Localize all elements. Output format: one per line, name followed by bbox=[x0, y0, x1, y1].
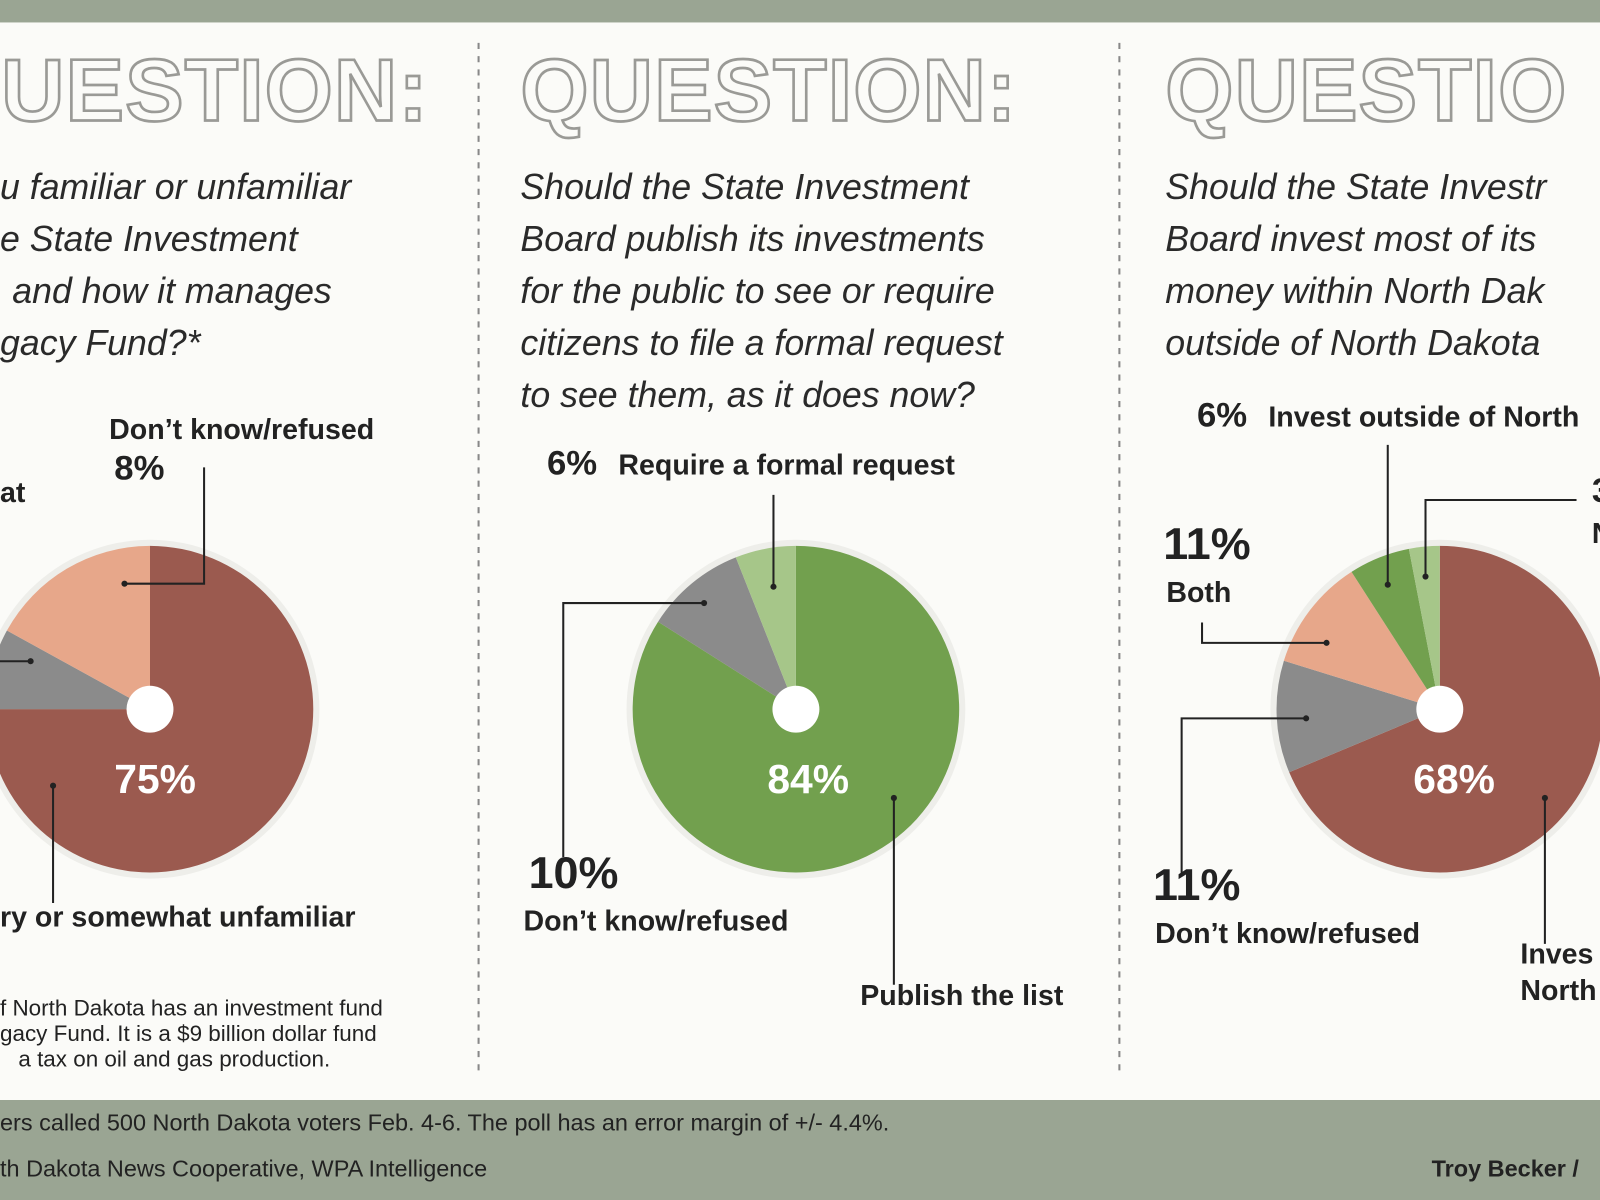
question-heading: QUESTION: bbox=[520, 41, 1017, 139]
leader-line bbox=[562, 602, 705, 858]
leader-line bbox=[1424, 498, 1577, 577]
footnote-line: gacy Fund. It is a $9 billion dollar fun… bbox=[0, 1021, 377, 1046]
value-label: 11% bbox=[1153, 859, 1240, 910]
category-label: Publish the list bbox=[860, 980, 1064, 1012]
question-line: Board publish its investments bbox=[520, 219, 985, 259]
category-label: Require a formal request bbox=[618, 449, 955, 481]
category-label: at bbox=[0, 477, 26, 509]
question-heading: UESTION: bbox=[1, 41, 428, 139]
question-line: Should the State Investment bbox=[520, 167, 971, 207]
category-label: North bbox=[1520, 975, 1596, 1007]
question-line: e State Investment bbox=[0, 219, 300, 259]
pie-slice bbox=[1408, 545, 1440, 710]
category-label: Inves bbox=[1520, 938, 1593, 970]
leader-dot bbox=[1422, 573, 1429, 580]
leader-dot bbox=[1323, 639, 1330, 646]
pie-slice bbox=[6, 545, 151, 710]
footer-method: ers called 500 North Dakota voters Feb. … bbox=[0, 1110, 889, 1136]
category-label: ry or somewhat unfamiliar bbox=[0, 902, 356, 934]
footer-credit: Troy Becker / bbox=[1432, 1156, 1580, 1182]
leader-line bbox=[1180, 717, 1307, 876]
value-label: 3 bbox=[1592, 472, 1600, 510]
value-label: 75% bbox=[114, 756, 196, 802]
category-label: Don’t know/refused bbox=[109, 414, 374, 446]
question-line: u familiar or unfamiliar bbox=[0, 167, 353, 207]
value-label: 6% bbox=[547, 444, 597, 482]
pie-hole bbox=[126, 685, 174, 733]
pie-slice bbox=[658, 557, 796, 710]
question-line: citizens to file a formal request bbox=[520, 323, 1004, 363]
leader-dot bbox=[1384, 581, 1391, 588]
leader-dot bbox=[701, 600, 708, 607]
question-line: outside of North Dakota bbox=[1165, 323, 1540, 363]
top-band bbox=[0, 0, 1600, 23]
value-label: 8% bbox=[114, 450, 164, 488]
value-label: 6% bbox=[1197, 397, 1247, 435]
value-label: 11% bbox=[1163, 518, 1250, 569]
footnote-line: f North Dakota has an investment fund bbox=[0, 995, 383, 1020]
leader-dot bbox=[1303, 715, 1310, 722]
leader-line bbox=[1201, 622, 1327, 644]
question-line: for the public to see or require bbox=[520, 271, 994, 311]
leader-line bbox=[124, 467, 206, 585]
question-line: gacy Fund?* bbox=[0, 323, 202, 363]
leader-dot bbox=[121, 580, 128, 587]
category-label: Don’t know/refused bbox=[1155, 918, 1420, 950]
pie-slice bbox=[1283, 571, 1440, 710]
question-line: to see them, as it does now? bbox=[520, 375, 975, 415]
value-label: 68% bbox=[1413, 756, 1495, 802]
category-label: Don’t know/refused bbox=[523, 906, 788, 938]
value-label: 10% bbox=[529, 847, 619, 898]
pie-hole bbox=[1416, 685, 1464, 733]
value-label: 84% bbox=[767, 756, 849, 802]
question-heading: QUESTIO bbox=[1165, 41, 1567, 139]
category-label: Both bbox=[1166, 577, 1231, 609]
leader-dot bbox=[890, 794, 897, 802]
category-label: Invest outside of North bbox=[1268, 402, 1579, 434]
footnote-line: a tax on oil and gas production. bbox=[18, 1046, 330, 1071]
leader-dot bbox=[1541, 794, 1548, 802]
pie-slice bbox=[735, 545, 796, 710]
footer-source: th Dakota News Cooperative, WPA Intellig… bbox=[0, 1156, 487, 1182]
question-line: Board invest most of its bbox=[1165, 219, 1536, 259]
question-line: Should the State Investr bbox=[1165, 167, 1548, 207]
pie-hole bbox=[772, 685, 820, 733]
pie-slice bbox=[1276, 660, 1440, 773]
leader-dot bbox=[770, 583, 777, 590]
footer-band bbox=[0, 1100, 1600, 1200]
question-line: money within North Dak bbox=[1165, 271, 1546, 311]
question-line: and how it manages bbox=[12, 271, 332, 311]
category-label: N bbox=[1592, 518, 1600, 550]
pie-slice bbox=[1351, 548, 1440, 710]
leader-dot bbox=[27, 658, 34, 665]
leader-dot bbox=[50, 782, 57, 789]
pie-slice bbox=[0, 630, 150, 710]
